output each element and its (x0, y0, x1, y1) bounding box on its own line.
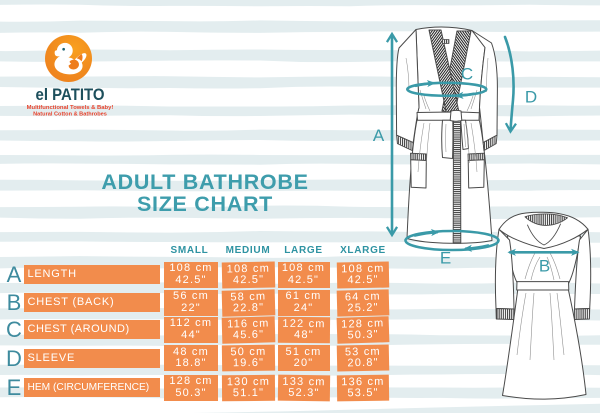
svg-text:C: C (461, 65, 473, 84)
svg-text:D: D (525, 88, 537, 107)
svg-text:B: B (539, 257, 550, 276)
svg-text:A: A (373, 126, 385, 145)
svg-text:E: E (440, 249, 451, 268)
